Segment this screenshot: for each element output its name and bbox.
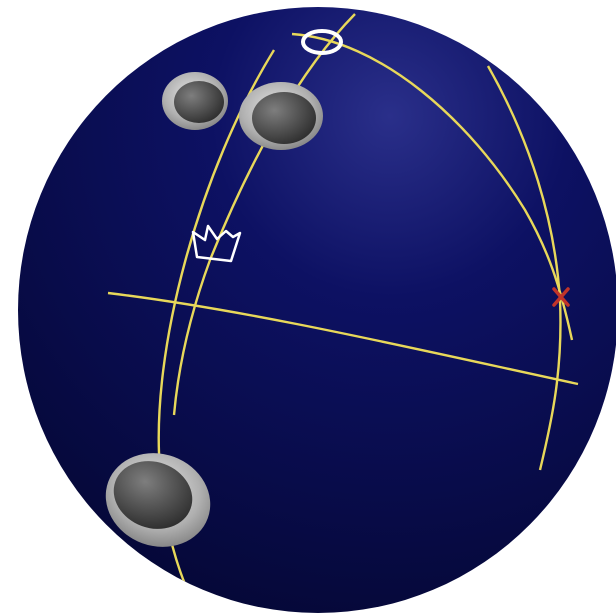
pin-marker-ring bbox=[301, 29, 343, 55]
thumb-hole bbox=[105, 453, 211, 547]
layout-line-left-vertical bbox=[157, 49, 276, 613]
finger-hole-left bbox=[162, 72, 228, 130]
layout-line-horizontal bbox=[107, 291, 579, 386]
ball-body bbox=[18, 7, 616, 613]
layout-lines bbox=[107, 13, 579, 613]
cg-crown-marker bbox=[191, 224, 242, 263]
finger-hole-right bbox=[239, 82, 323, 150]
layout-line-pin-arc bbox=[291, 32, 574, 341]
axis-x-marker bbox=[552, 287, 570, 307]
